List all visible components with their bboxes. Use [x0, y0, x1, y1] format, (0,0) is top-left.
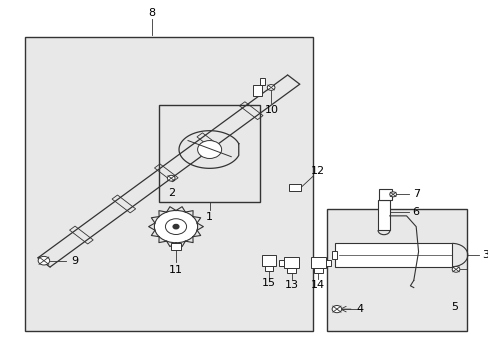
Text: 12: 12	[310, 166, 324, 176]
Bar	[264, 266, 273, 271]
Text: 1: 1	[206, 212, 213, 221]
Circle shape	[331, 306, 341, 313]
Text: 9: 9	[71, 256, 79, 266]
Circle shape	[167, 175, 175, 181]
Circle shape	[389, 192, 396, 197]
Bar	[279, 260, 284, 266]
Text: 3: 3	[481, 250, 488, 260]
Text: 14: 14	[310, 280, 325, 290]
Text: 8: 8	[148, 8, 155, 18]
Text: 13: 13	[284, 280, 298, 290]
Bar	[378, 189, 391, 200]
Text: 7: 7	[412, 189, 419, 199]
Text: 11: 11	[169, 265, 183, 275]
Bar	[310, 257, 325, 268]
Circle shape	[197, 140, 221, 158]
Bar	[325, 260, 330, 266]
Bar	[288, 184, 300, 191]
Circle shape	[154, 211, 197, 243]
Text: 6: 6	[412, 207, 419, 217]
Circle shape	[38, 256, 50, 265]
Text: 5: 5	[450, 302, 457, 312]
Bar	[252, 85, 262, 96]
Bar	[286, 268, 296, 273]
Bar	[171, 243, 181, 250]
Circle shape	[267, 85, 274, 90]
Bar	[313, 268, 322, 273]
Text: 4: 4	[356, 304, 363, 314]
Bar	[334, 243, 451, 267]
Bar	[331, 251, 336, 258]
Text: 15: 15	[262, 278, 276, 288]
Bar	[260, 78, 264, 85]
Bar	[377, 200, 389, 230]
Circle shape	[165, 219, 186, 234]
Bar	[326, 209, 466, 330]
Bar	[284, 257, 299, 268]
Circle shape	[451, 266, 459, 272]
Circle shape	[173, 225, 179, 229]
Bar	[25, 37, 312, 330]
Bar	[159, 105, 260, 202]
Text: 2: 2	[167, 188, 174, 198]
Bar	[262, 255, 275, 266]
Text: 10: 10	[264, 105, 279, 115]
